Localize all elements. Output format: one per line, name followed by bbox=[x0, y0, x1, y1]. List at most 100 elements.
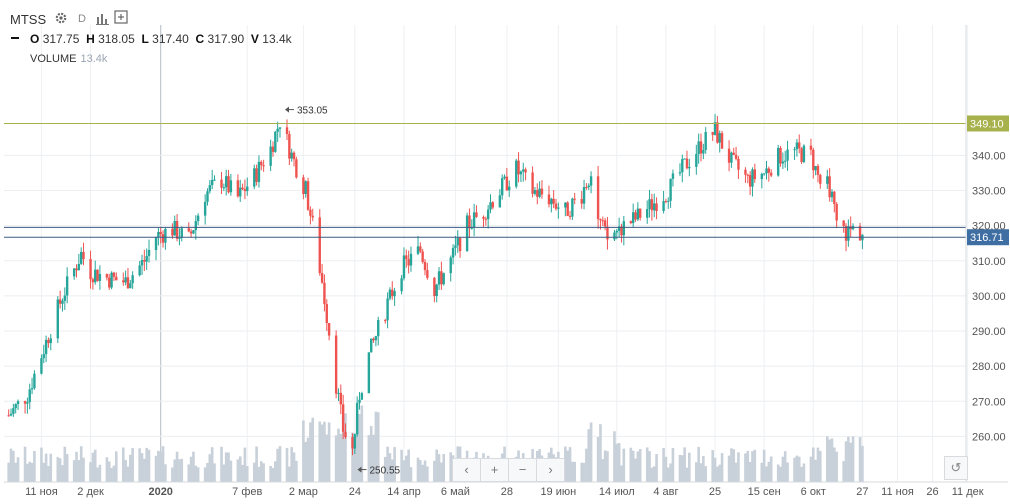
candle-body bbox=[344, 431, 347, 438]
volume-bar bbox=[613, 431, 616, 482]
volume-bar bbox=[274, 461, 277, 482]
volume-bar bbox=[61, 465, 64, 482]
candle-body bbox=[306, 181, 310, 210]
volume-bar bbox=[341, 416, 345, 482]
volume-bar bbox=[732, 449, 736, 482]
volume-bar bbox=[847, 436, 850, 482]
candle-body bbox=[187, 228, 190, 232]
candle-body bbox=[311, 215, 314, 218]
zoom-out-button[interactable]: − bbox=[508, 458, 537, 482]
gear-icon[interactable] bbox=[54, 11, 68, 28]
candle-body bbox=[302, 177, 305, 195]
volume-bar bbox=[194, 465, 198, 482]
volume-bar bbox=[678, 454, 682, 482]
volume-bar bbox=[666, 467, 670, 482]
minus-icon[interactable] bbox=[10, 32, 20, 46]
x-tick-label: 14 апр bbox=[387, 486, 420, 498]
candle-body bbox=[784, 160, 787, 162]
interval-label[interactable]: D bbox=[78, 13, 86, 25]
x-tick-label: 19 июн bbox=[540, 486, 576, 498]
undo-icon[interactable]: ↺ bbox=[944, 456, 968, 480]
candle-body bbox=[339, 392, 343, 405]
candle-body bbox=[391, 289, 394, 297]
volume-bar bbox=[795, 455, 799, 482]
symbol-title: MTSS bbox=[10, 12, 47, 27]
volume-bar bbox=[114, 451, 118, 482]
volume-bar bbox=[320, 424, 324, 482]
candle-body bbox=[812, 149, 815, 171]
candle-body bbox=[147, 249, 151, 256]
volume-bar bbox=[187, 464, 191, 482]
volume-bar bbox=[566, 450, 569, 482]
candle-body bbox=[524, 169, 527, 173]
volume-bar bbox=[390, 459, 394, 482]
volume-bar bbox=[811, 447, 815, 482]
candle-body bbox=[72, 268, 76, 277]
candle-body bbox=[699, 141, 703, 154]
volume-bar bbox=[858, 437, 862, 482]
candle-body bbox=[809, 145, 813, 150]
y-tick-label: 270.00 bbox=[972, 396, 1006, 408]
volume-short-label: V bbox=[250, 32, 259, 46]
candle-body bbox=[309, 209, 312, 216]
volume-bar bbox=[112, 465, 116, 482]
candle-body bbox=[711, 131, 714, 135]
volume-bar bbox=[596, 437, 600, 482]
volume-bar bbox=[290, 447, 293, 482]
candle-body bbox=[564, 202, 567, 208]
candle-body bbox=[599, 219, 602, 221]
candle-body bbox=[246, 186, 249, 192]
volume-bar bbox=[587, 429, 591, 482]
volume-bar bbox=[718, 464, 722, 482]
volume-bar bbox=[159, 452, 163, 482]
volume-bar bbox=[241, 464, 244, 482]
candle-body bbox=[606, 226, 609, 240]
candle-body bbox=[587, 185, 590, 188]
volume-bar bbox=[369, 426, 373, 482]
scroll-right-button[interactable]: › bbox=[536, 458, 565, 482]
volume-bar bbox=[40, 447, 43, 482]
y-tick-label: 310.00 bbox=[972, 256, 1006, 268]
candle-body bbox=[519, 171, 523, 175]
volume-bar bbox=[419, 460, 422, 482]
candle-body bbox=[697, 141, 700, 155]
candle-body bbox=[320, 273, 324, 283]
candle-body bbox=[828, 176, 831, 198]
volume-bar bbox=[65, 453, 69, 482]
x-tick-label: 2 мар bbox=[289, 486, 318, 498]
bar-chart-icon[interactable] bbox=[96, 11, 110, 28]
volume-bar bbox=[648, 451, 651, 482]
volume-bar bbox=[353, 442, 357, 482]
volume-bar bbox=[358, 414, 361, 482]
volume-bar bbox=[620, 465, 623, 482]
candle-body bbox=[688, 166, 691, 169]
volume-bar bbox=[809, 456, 813, 482]
volume-bar bbox=[622, 448, 626, 482]
scroll-left-button[interactable]: ‹ bbox=[452, 458, 481, 482]
candle-body bbox=[351, 437, 354, 449]
volume-bar bbox=[407, 449, 410, 482]
close-label: C bbox=[195, 32, 205, 46]
candle-body bbox=[751, 169, 754, 187]
candle-body bbox=[568, 215, 572, 217]
candle-body bbox=[82, 251, 85, 260]
candle-body bbox=[522, 169, 525, 172]
candle-body bbox=[571, 198, 574, 217]
candle-body bbox=[257, 161, 261, 182]
plus-box-icon[interactable] bbox=[114, 10, 129, 28]
candle-body bbox=[681, 159, 684, 173]
x-tick-label: 6 окт bbox=[801, 486, 826, 498]
volume-bar bbox=[442, 453, 446, 482]
resistance-price-label: 349.10 bbox=[970, 118, 1004, 130]
candle-body bbox=[737, 158, 740, 170]
candle-body bbox=[210, 179, 214, 186]
candle-body bbox=[140, 260, 144, 266]
candle-body bbox=[603, 220, 607, 227]
candle-body bbox=[629, 221, 633, 224]
volume-bar bbox=[196, 467, 200, 482]
volume-bar bbox=[386, 446, 389, 482]
volume-bar bbox=[601, 459, 605, 482]
zoom-in-button[interactable]: + bbox=[480, 458, 509, 482]
